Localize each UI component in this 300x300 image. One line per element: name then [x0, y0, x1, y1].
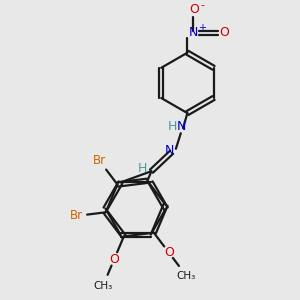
Text: N: N [189, 26, 198, 39]
Text: N: N [177, 120, 186, 134]
Text: Br: Br [93, 154, 106, 167]
Text: O: O [219, 26, 229, 39]
Text: H: H [138, 162, 148, 176]
Text: N: N [165, 144, 174, 157]
Text: -: - [200, 0, 204, 10]
Text: CH₃: CH₃ [177, 271, 196, 281]
Text: H: H [167, 120, 177, 134]
Text: O: O [164, 246, 174, 260]
Text: +: + [198, 23, 206, 33]
Text: Br: Br [70, 209, 83, 223]
Text: O: O [189, 3, 199, 16]
Text: CH₃: CH₃ [93, 281, 112, 291]
Text: O: O [109, 253, 119, 266]
